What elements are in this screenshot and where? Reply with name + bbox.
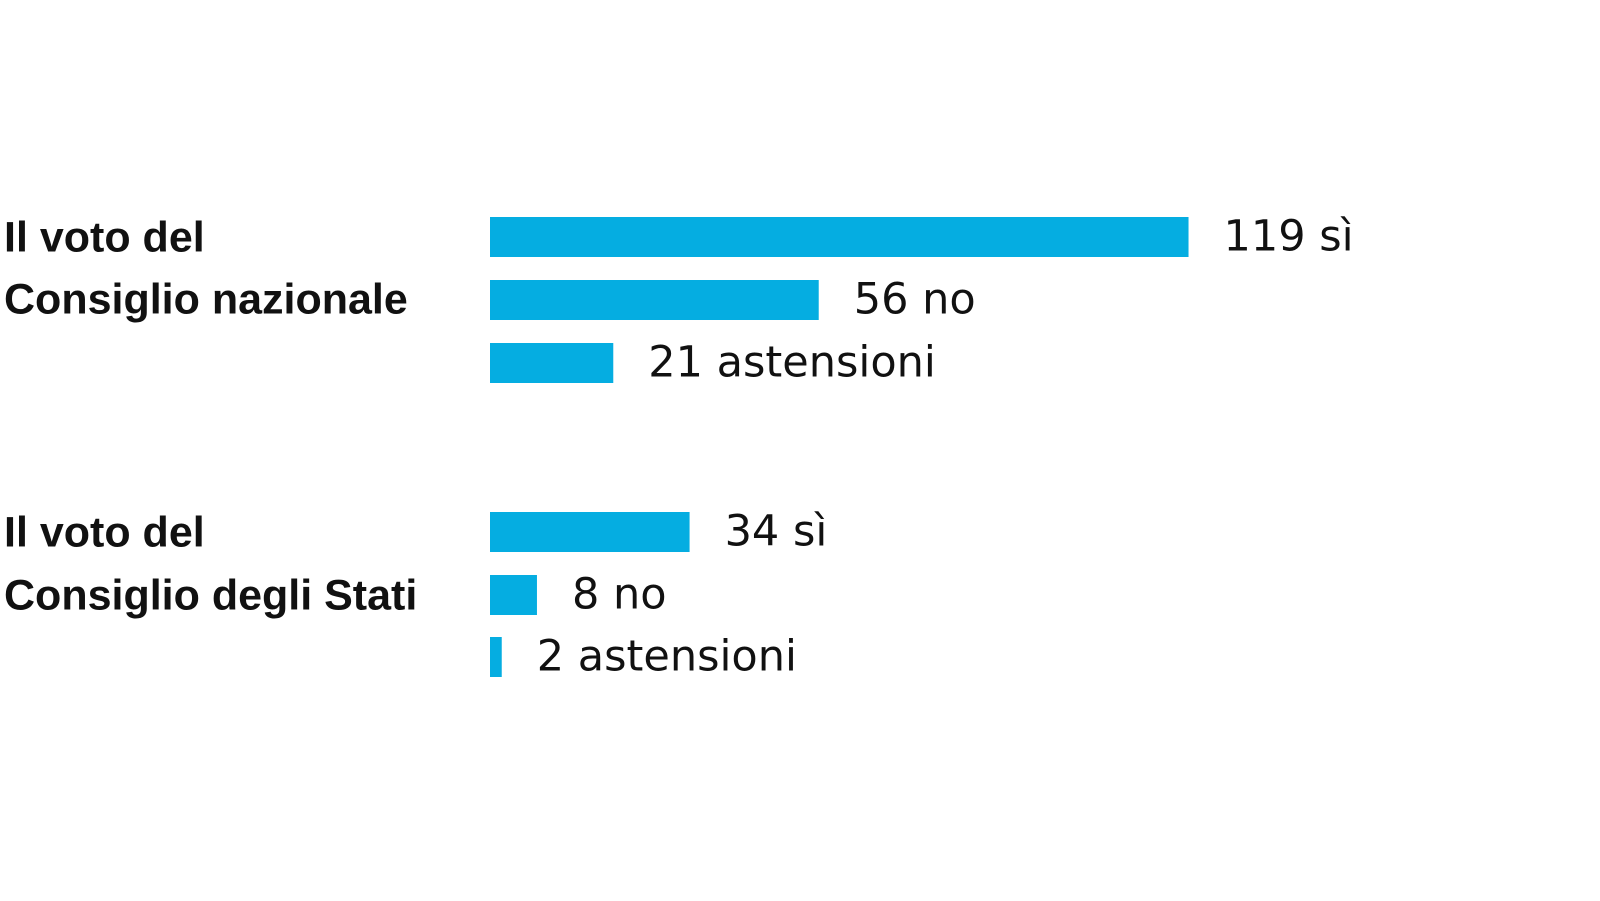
bar-value-label: 34 sì	[725, 507, 828, 557]
bar-astensioni	[490, 637, 502, 677]
bar-sì	[490, 512, 690, 552]
bar-sì	[490, 217, 1189, 257]
group-title-line: Consiglio nazionale	[4, 275, 408, 323]
bar-value-label: 2 astensioni	[537, 632, 797, 682]
bar-value-label: 8 no	[572, 570, 667, 620]
bar-no	[490, 575, 537, 615]
bar-value-label: 119 sì	[1224, 212, 1354, 262]
bar-value-label: 56 no	[854, 275, 976, 325]
bar-astensioni	[490, 343, 614, 383]
group-title-line: Il voto del	[4, 508, 205, 556]
group-title-line: Il voto del	[4, 213, 205, 261]
bar-value-label: 21 astensioni	[648, 338, 936, 388]
bar-no	[490, 280, 819, 320]
group-title-line: Consiglio degli Stati	[4, 571, 417, 619]
